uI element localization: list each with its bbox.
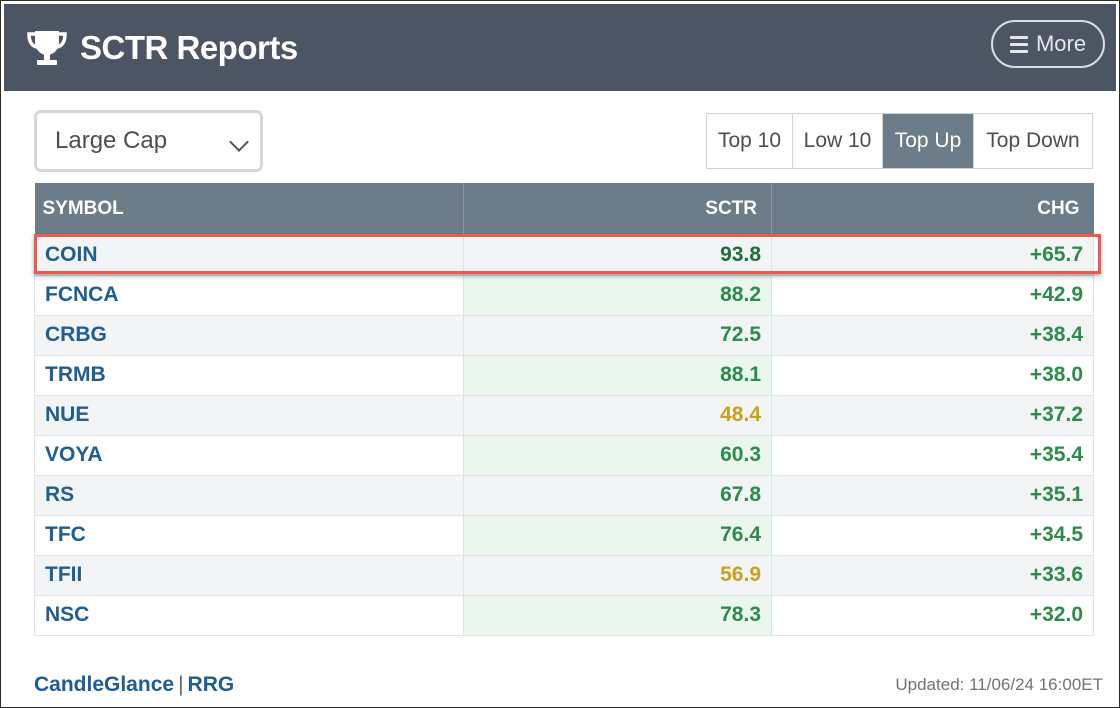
trophy-icon: [27, 31, 67, 65]
table-row[interactable]: TRMB 88.1 +38.0: [34, 355, 1094, 396]
symbol-link[interactable]: COIN: [34, 235, 464, 276]
table-row[interactable]: CRBG 72.5 +38.4: [34, 315, 1094, 356]
footer-links: CandleGlance | RRG: [34, 673, 234, 697]
symbol-link[interactable]: TFII: [34, 555, 464, 596]
sctr-value: 72.5: [463, 315, 772, 356]
rrg-link[interactable]: RRG: [187, 673, 235, 696]
symbol-link[interactable]: NUE: [34, 395, 464, 436]
table-row[interactable]: NUE 48.4 +37.2: [34, 395, 1094, 436]
chg-value: +34.5: [771, 515, 1094, 556]
candleglance-link[interactable]: CandleGlance: [34, 673, 175, 696]
symbol-link[interactable]: TRMB: [34, 355, 464, 396]
column-header-symbol[interactable]: SYMBOL: [34, 183, 464, 235]
table-row[interactable]: NSC 78.3 +32.0: [34, 595, 1094, 636]
chg-value: +37.2: [771, 395, 1094, 436]
sctr-value: 88.2: [463, 275, 772, 316]
tab-top-down[interactable]: Top Down: [986, 129, 1080, 152]
sctr-value: 88.1: [463, 355, 772, 396]
sctr-value: 67.8: [463, 475, 772, 516]
chg-value: +33.6: [771, 555, 1094, 596]
table-row[interactable]: FCNCA 88.2 +42.9: [34, 275, 1094, 316]
sctr-value: 76.4: [463, 515, 772, 556]
sctr-value: 93.8: [463, 235, 772, 276]
table-row[interactable]: TFII 56.9 +33.6: [34, 555, 1094, 596]
sctr-value: 78.3: [463, 595, 772, 636]
sctr-table: SYMBOL SCTR CHG COIN 93.8 +65.7 FCNCA 88.2 +4…: [34, 183, 1094, 636]
chg-value: +38.4: [771, 315, 1094, 356]
symbol-link[interactable]: CRBG: [34, 315, 464, 356]
table-row[interactable]: VOYA 60.3 +35.4: [34, 435, 1094, 476]
symbol-link[interactable]: FCNCA: [34, 275, 464, 316]
sctr-value: 48.4: [463, 395, 772, 436]
chg-value: +32.0: [771, 595, 1094, 636]
chevron-down-icon: [229, 132, 249, 152]
chg-value: +35.1: [771, 475, 1094, 516]
table-row[interactable]: TFC 76.4 +34.5: [34, 515, 1094, 556]
sctr-value: 56.9: [463, 555, 772, 596]
column-header-sctr[interactable]: SCTR: [463, 183, 772, 235]
tab-low-10[interactable]: Low 10: [793, 114, 883, 168]
view-tabs: Top 10 Low 10 Top Up Top Down: [706, 113, 1093, 169]
chg-value: +42.9: [771, 275, 1094, 316]
symbol-link[interactable]: VOYA: [34, 435, 464, 476]
updated-timestamp: Updated: 11/06/24 16:00ET: [895, 675, 1103, 694]
cap-size-select[interactable]: Large Cap: [34, 110, 263, 172]
widget-header: SCTR Reports More: [4, 4, 1116, 91]
symbol-link[interactable]: TFC: [34, 515, 464, 556]
more-button[interactable]: More: [991, 20, 1105, 68]
symbol-link[interactable]: RS: [34, 475, 464, 516]
chg-value: +65.7: [771, 235, 1094, 276]
sctr-value: 60.3: [463, 435, 772, 476]
table-row[interactable]: RS 67.8 +35.1: [34, 475, 1094, 516]
chg-value: +38.0: [771, 355, 1094, 396]
more-button-label: More: [1035, 31, 1087, 56]
symbol-link[interactable]: NSC: [34, 595, 464, 636]
page-title: SCTR Reports: [80, 29, 298, 66]
cap-size-value: Large Cap: [55, 127, 168, 154]
tab-top-10[interactable]: Top 10: [707, 114, 793, 168]
menu-icon: [1009, 35, 1028, 53]
tab-top-up[interactable]: Top Up: [883, 114, 974, 168]
footer-separator: |: [178, 673, 184, 696]
table-row[interactable]: COIN 93.8 +65.7: [34, 235, 1094, 276]
chg-value: +35.4: [771, 435, 1094, 476]
column-header-chg[interactable]: CHG: [771, 183, 1094, 235]
table-header-row: SYMBOL SCTR CHG: [34, 183, 1094, 235]
